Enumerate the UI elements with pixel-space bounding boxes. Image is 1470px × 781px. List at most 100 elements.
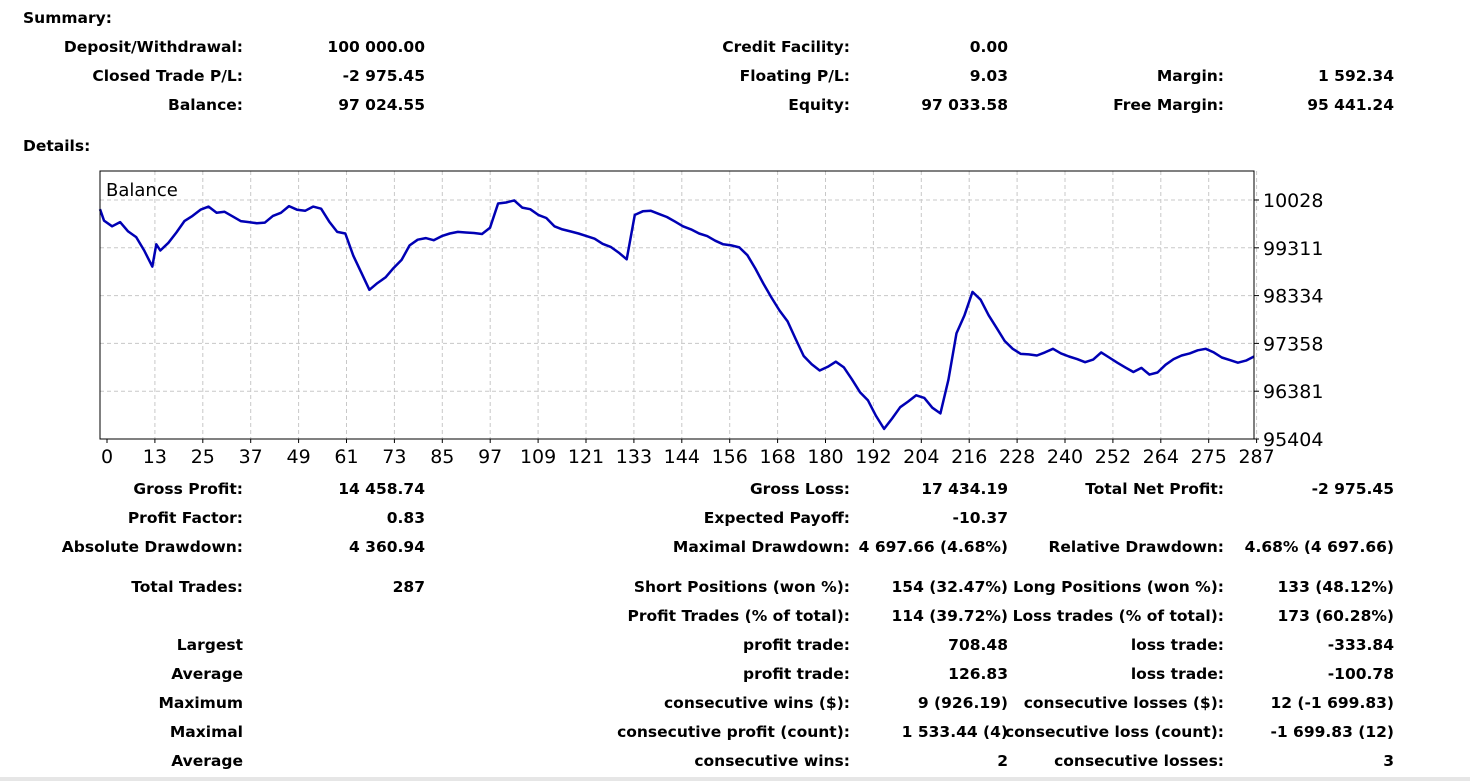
- rel-dd-label: Relative Drawdown:: [1048, 538, 1224, 556]
- total-trades-value: 287: [392, 578, 425, 596]
- x-tick-label: 13: [143, 446, 167, 468]
- closed-pl-value: -2 975.45: [342, 67, 425, 85]
- profit-trades-value: 114 (39.72%): [891, 607, 1008, 625]
- gross-loss-label: Gross Loss:: [749, 480, 850, 498]
- equity-value: 97 033.58: [921, 96, 1008, 114]
- credit-label: Credit Facility:: [722, 38, 850, 56]
- credit-value: 0.00: [969, 38, 1008, 56]
- x-tick-label: 228: [999, 446, 1035, 468]
- closed-pl-label: Closed Trade P/L:: [92, 67, 243, 85]
- y-tick-label: 96381: [1263, 381, 1323, 403]
- x-tick-label: 156: [712, 446, 748, 468]
- x-tick-label: 97: [478, 446, 502, 468]
- x-tick-label: 121: [568, 446, 604, 468]
- largest-loss-label: loss trade:: [1130, 636, 1224, 654]
- chart-frame: [99, 170, 1255, 440]
- chart-title: Balance: [106, 180, 178, 201]
- maximal-label: Maximal: [169, 723, 243, 741]
- details-heading: Details:: [23, 137, 91, 155]
- free-margin-label: Free Margin:: [1113, 96, 1224, 114]
- long-positions-value: 133 (48.12%): [1277, 578, 1394, 596]
- average-profit-label: profit trade:: [742, 665, 850, 683]
- max-cons-wins-label: consecutive wins ($):: [663, 694, 850, 712]
- x-tick-label: 204: [903, 446, 939, 468]
- summary-heading: Summary:: [23, 9, 112, 27]
- x-tick-label: 180: [807, 446, 843, 468]
- gross-profit-label: Gross Profit:: [133, 480, 243, 498]
- rel-dd-value: 4.68% (4 697.66): [1244, 538, 1394, 556]
- x-tick-label: 168: [759, 446, 795, 468]
- x-tick-label: 25: [191, 446, 215, 468]
- avg-cons-wins-value: 2: [997, 752, 1008, 770]
- y-tick-label: 10028: [1263, 190, 1323, 212]
- x-tick-label: 252: [1095, 446, 1131, 468]
- average-loss-value: -100.78: [1327, 665, 1394, 683]
- gross-profit-value: 14 458.74: [338, 480, 425, 498]
- margin-value: 1 592.34: [1318, 67, 1394, 85]
- profit-factor-label: Profit Factor:: [127, 509, 243, 527]
- y-tick-label: 97358: [1263, 333, 1323, 355]
- balance-label: Balance:: [168, 96, 243, 114]
- deposit-value: 100 000.00: [327, 38, 425, 56]
- avg-cons-losses-label: consecutive losses:: [1054, 752, 1224, 770]
- max-cons-wins-value: 9 (926.19): [917, 694, 1008, 712]
- bottom-divider: [0, 777, 1470, 781]
- maximal-cons-loss-label: consecutive loss (count):: [1004, 723, 1224, 741]
- long-positions-label: Long Positions (won %):: [1013, 578, 1224, 596]
- x-tick-label: 216: [951, 446, 987, 468]
- largest-label: Largest: [176, 636, 243, 654]
- avg-cons-losses-value: 3: [1383, 752, 1394, 770]
- abs-dd-value: 4 360.94: [349, 538, 425, 556]
- profit-factor-value: 0.83: [386, 509, 425, 527]
- total-net-value: -2 975.45: [1311, 480, 1394, 498]
- floating-pl-value: 9.03: [969, 67, 1008, 85]
- profit-trades-label: Profit Trades (% of total):: [627, 607, 850, 625]
- maximum-label: Maximum: [158, 694, 243, 712]
- average2-label: Average: [171, 752, 243, 770]
- largest-profit-value: 708.48: [948, 636, 1008, 654]
- largest-profit-label: profit trade:: [742, 636, 850, 654]
- balance-line: [98, 199, 1255, 431]
- x-tick-label: 0: [101, 446, 113, 468]
- x-tick-label: 85: [430, 446, 454, 468]
- max-dd-value: 4 697.66 (4.68%): [858, 538, 1008, 556]
- x-tick-label: 49: [287, 446, 311, 468]
- x-tick-label: 73: [382, 446, 406, 468]
- abs-dd-label: Absolute Drawdown:: [61, 538, 243, 556]
- y-tick-label: 99311: [1263, 238, 1323, 260]
- x-tick-label: 109: [520, 446, 556, 468]
- average-loss-label: loss trade:: [1130, 665, 1224, 683]
- free-margin-value: 95 441.24: [1307, 96, 1394, 114]
- loss-trades-label: Loss trades (% of total):: [1012, 607, 1224, 625]
- equity-label: Equity:: [788, 96, 850, 114]
- average-profit-value: 126.83: [948, 665, 1008, 683]
- total-trades-label: Total Trades:: [131, 578, 243, 596]
- y-tick-label: 95404: [1263, 429, 1323, 451]
- x-tick-label: 240: [1047, 446, 1083, 468]
- floating-pl-label: Floating P/L:: [739, 67, 850, 85]
- x-tick-label: 61: [334, 446, 358, 468]
- short-positions-label: Short Positions (won %):: [633, 578, 850, 596]
- maximal-cons-loss-value: -1 699.83 (12): [1270, 723, 1394, 741]
- margin-label: Margin:: [1156, 67, 1224, 85]
- x-tick-label: 275: [1191, 446, 1227, 468]
- expected-payoff-label: Expected Payoff:: [703, 509, 850, 527]
- max-dd-label: Maximal Drawdown:: [672, 538, 850, 556]
- x-tick-label: 144: [664, 446, 700, 468]
- maximal-cons-profit-label: consecutive profit (count):: [617, 723, 850, 741]
- x-tick-label: 192: [855, 446, 891, 468]
- short-positions-value: 154 (32.47%): [891, 578, 1008, 596]
- total-net-label: Total Net Profit:: [1085, 480, 1224, 498]
- max-cons-losses-label: consecutive losses ($):: [1023, 694, 1224, 712]
- largest-loss-value: -333.84: [1327, 636, 1394, 654]
- avg-cons-wins-label: consecutive wins:: [694, 752, 850, 770]
- loss-trades-value: 173 (60.28%): [1277, 607, 1394, 625]
- y-tick-label: 98334: [1263, 286, 1323, 308]
- balance-value: 97 024.55: [338, 96, 425, 114]
- x-tick-label: 37: [239, 446, 263, 468]
- x-tick-label: 133: [616, 446, 652, 468]
- average-label: Average: [171, 665, 243, 683]
- chart-plot-area: [100, 171, 1254, 439]
- expected-payoff-value: -10.37: [952, 509, 1008, 527]
